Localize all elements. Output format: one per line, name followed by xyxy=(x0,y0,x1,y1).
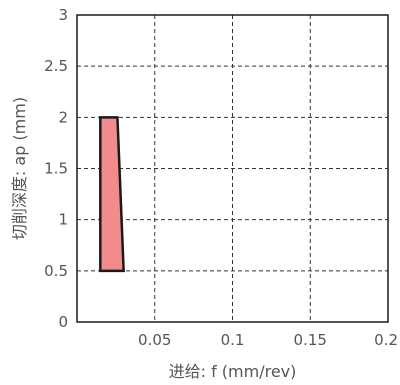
region-layer xyxy=(99,116,125,273)
y-axis-ticks: 0 0.5 1 1.5 2 2.5 3 xyxy=(44,6,68,331)
x-axis-ticks: 0.05 0.1 0.15 0.2 xyxy=(138,331,398,349)
x-tick-label: 0.05 xyxy=(138,331,171,349)
y-tick-label: 2 xyxy=(58,108,68,126)
y-tick-label: 0.5 xyxy=(44,262,68,280)
y-tick-label: 1.5 xyxy=(44,160,68,178)
grid-lines xyxy=(77,15,388,322)
y-tick-label: 0 xyxy=(58,313,68,331)
y-tick-label: 3 xyxy=(58,6,68,24)
plot-frame xyxy=(76,14,389,323)
region-polygon xyxy=(99,116,125,273)
y-tick-label: 1 xyxy=(58,211,68,229)
x-tick-label: 0.15 xyxy=(294,331,327,349)
y-axis-title: 切削深度: ap (mm) xyxy=(10,97,29,240)
x-tick-label: 0.1 xyxy=(221,331,245,349)
y-tick-label: 2.5 xyxy=(44,57,68,75)
x-axis-title: 进给: f (mm/rev) xyxy=(169,362,297,381)
x-tick-label: 0.2 xyxy=(374,331,398,349)
